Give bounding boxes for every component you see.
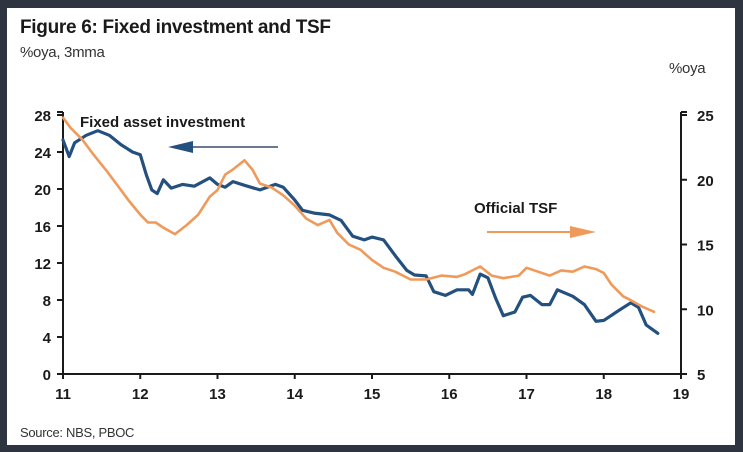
x-tick-label: 16 (441, 386, 458, 403)
x-tick-label: 15 (364, 386, 381, 403)
right-tick-label: 10 (697, 302, 714, 319)
source-note: Source: NBS, PBOC (20, 425, 135, 440)
left-tick-label: 16 (34, 219, 51, 236)
tsf-arrow-right-icon (570, 226, 596, 238)
right-tick-label: 25 (697, 108, 714, 125)
x-tick-label: 13 (209, 386, 226, 403)
right-axis-unit: %oya (669, 60, 706, 77)
fai-legend-label: Fixed asset investment (80, 114, 245, 131)
left-tick-label: 4 (43, 330, 52, 347)
x-tick-label: 19 (673, 386, 690, 403)
fai-arrow-left-icon (168, 141, 193, 153)
right-tick-label: 20 (697, 173, 714, 190)
x-tick-label: 18 (595, 386, 612, 403)
right-tick-label: 5 (697, 367, 705, 384)
series-lines (61, 116, 660, 335)
chart-title: Figure 6: Fixed investment and TSF (20, 17, 331, 38)
x-tick-label: 12 (132, 386, 149, 403)
tsf-series-line (61, 116, 656, 314)
annotations: Fixed asset investment Official TSF (80, 114, 596, 238)
x-tick-label: 11 (55, 386, 71, 403)
axes: 0 4 8 12 16 20 24 28 5 10 15 20 25 11 12 13 14 15 16 17 18 19 (34, 108, 713, 403)
left-axis-unit: %oya, 3mma (20, 44, 105, 61)
left-tick-label: 8 (43, 293, 51, 310)
left-tick-label: 20 (34, 182, 51, 199)
chart-panel (7, 8, 735, 445)
left-tick-label: 24 (34, 145, 51, 162)
right-tick-label: 15 (697, 238, 714, 255)
x-tick-label: 17 (518, 386, 535, 403)
fai-series-line (61, 129, 660, 335)
left-tick-label: 0 (43, 367, 51, 384)
left-tick-label: 28 (34, 108, 51, 125)
x-tick-label: 14 (286, 386, 303, 403)
left-tick-label: 12 (34, 256, 51, 273)
tsf-legend-label: Official TSF (474, 200, 557, 217)
